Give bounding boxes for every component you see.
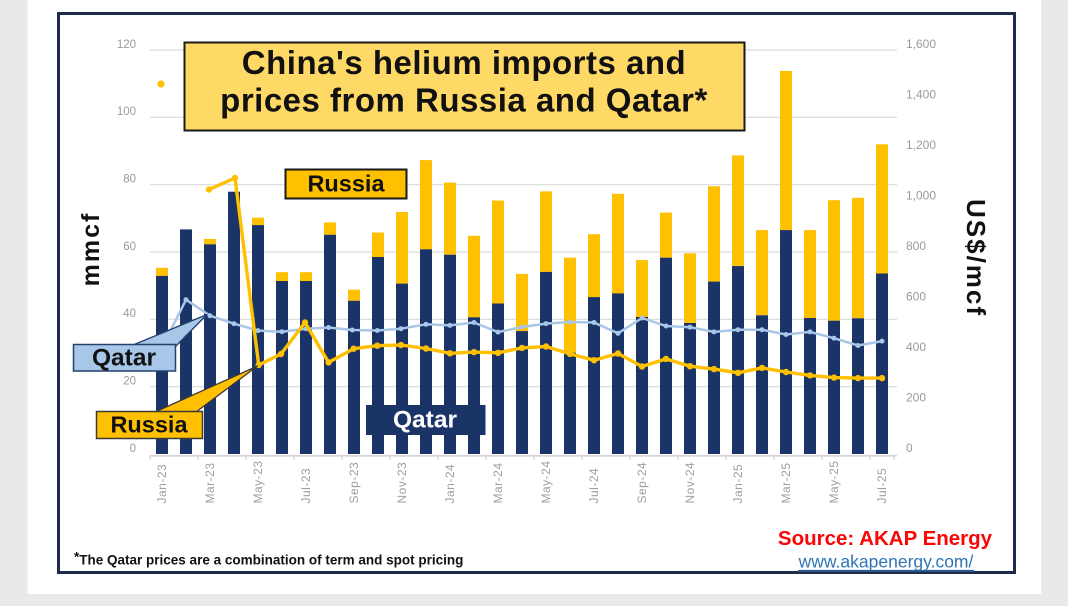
svg-text:600: 600 [906, 289, 926, 303]
svg-text:Sep-23: Sep-23 [347, 462, 361, 504]
svg-text:60: 60 [123, 241, 136, 253]
svg-text:120: 120 [117, 39, 136, 51]
svg-text:Jul-23: Jul-23 [299, 468, 313, 504]
svg-text:Jan-23: Jan-23 [155, 464, 169, 504]
svg-text:May-23: May-23 [251, 460, 265, 503]
svg-text:400: 400 [906, 340, 926, 354]
svg-text:China's helium imports and: China's helium imports and [242, 44, 686, 81]
svg-text:800: 800 [906, 239, 926, 253]
svg-text:200: 200 [906, 390, 926, 404]
svg-text:Jan-25: Jan-25 [731, 464, 745, 504]
svg-text:1,200: 1,200 [906, 138, 936, 152]
svg-text:0: 0 [906, 441, 913, 455]
svg-text:40: 40 [123, 308, 136, 320]
svg-text:US$/mcf: US$/mcf [961, 199, 991, 317]
svg-text:prices from Russia and Qatar*: prices from Russia and Qatar* [220, 82, 708, 119]
svg-text:100: 100 [117, 106, 136, 118]
svg-text:Source: AKAP Energy: Source: AKAP Energy [778, 527, 993, 550]
svg-text:1,600: 1,600 [906, 37, 936, 51]
svg-text:0: 0 [130, 443, 136, 455]
svg-text:Mar-24: Mar-24 [491, 462, 505, 503]
svg-text:Jan-24: Jan-24 [443, 464, 457, 504]
svg-text:Nov-24: Nov-24 [683, 462, 697, 504]
svg-text:Mar-25: Mar-25 [779, 462, 793, 503]
svg-text:Mar-23: Mar-23 [203, 462, 217, 503]
svg-text:Sep-24: Sep-24 [635, 462, 649, 504]
svg-text:Nov-23: Nov-23 [395, 462, 409, 504]
svg-text:1,400: 1,400 [906, 87, 936, 101]
svg-text:mmcf: mmcf [77, 212, 105, 287]
svg-text:Qatar: Qatar [393, 407, 457, 434]
svg-text:May-24: May-24 [539, 460, 553, 503]
svg-text:80: 80 [123, 174, 136, 186]
svg-text:20: 20 [123, 376, 136, 388]
svg-text:May-25: May-25 [827, 460, 841, 503]
svg-text:*The Qatar prices are a combin: *The Qatar prices are a combination of t… [74, 550, 463, 568]
svg-text:1,000: 1,000 [906, 188, 936, 202]
svg-text:www.akapenergy.com/: www.akapenergy.com/ [798, 552, 974, 572]
svg-text:Jul-24: Jul-24 [587, 468, 601, 504]
svg-text:Russia: Russia [307, 171, 385, 197]
svg-text:Jul-25: Jul-25 [875, 468, 889, 504]
svg-text:Qatar: Qatar [92, 345, 156, 372]
svg-text:Russia: Russia [110, 412, 188, 438]
